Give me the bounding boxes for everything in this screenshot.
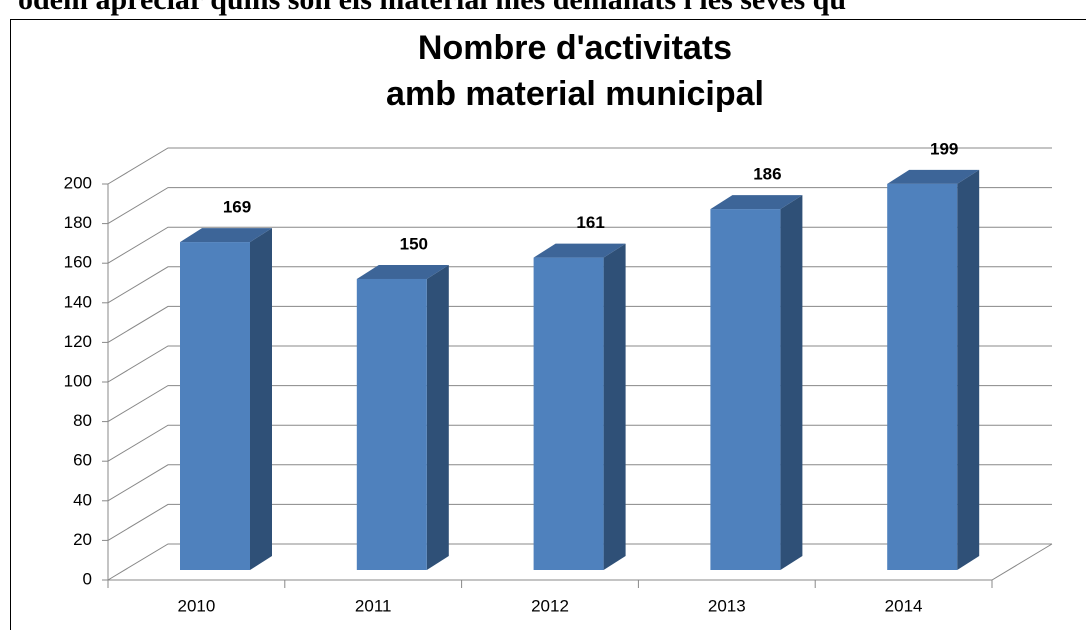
- bar-side: [780, 195, 803, 570]
- y-tick-label: 0: [83, 569, 92, 588]
- y-tick-label: 160: [64, 253, 92, 272]
- value-label: 186: [753, 165, 781, 184]
- chart-title: amb material municipal: [386, 75, 764, 113]
- y-tick-label: 40: [73, 490, 92, 509]
- chart-border: [10, 19, 1086, 630]
- y-tick-label: 100: [64, 371, 92, 390]
- bar-side: [957, 169, 980, 570]
- y-tick-label: 80: [73, 411, 92, 430]
- document-text: odem apreciar quins són els material més…: [18, 0, 846, 16]
- grid-line: [107, 187, 1052, 225]
- bar-top: [887, 169, 980, 184]
- bar: [180, 242, 250, 571]
- bar-top: [180, 228, 272, 243]
- x-tick-label: 2013: [708, 596, 746, 615]
- value-label: 161: [576, 213, 604, 232]
- value-label: 169: [223, 198, 251, 217]
- bar-top: [356, 264, 449, 279]
- y-tick-label: 200: [64, 173, 92, 192]
- bar: [710, 209, 781, 570]
- bar-top: [533, 243, 626, 258]
- y-tick-label: 140: [64, 292, 92, 311]
- x-tick-label: 2014: [885, 596, 923, 615]
- chart-title: Nombre d'activitats: [418, 29, 732, 67]
- value-label: 150: [400, 234, 428, 253]
- value-label: 199: [930, 139, 958, 158]
- bar: [887, 183, 958, 570]
- bar-top: [710, 195, 803, 210]
- grid-line: [107, 147, 1052, 185]
- x-tick-label: 2011: [355, 596, 392, 615]
- y-tick-label: 180: [64, 213, 92, 232]
- bar-side: [426, 264, 449, 570]
- bar-side: [250, 228, 272, 571]
- x-tick-label: 2010: [177, 596, 215, 615]
- y-tick-label: 120: [64, 332, 92, 351]
- bar: [533, 257, 604, 570]
- bar-side: [603, 243, 626, 571]
- y-tick-label: 60: [73, 451, 92, 470]
- x-tick-label: 2012: [531, 596, 569, 615]
- y-tick-label: 20: [73, 530, 92, 549]
- bar: [356, 278, 427, 570]
